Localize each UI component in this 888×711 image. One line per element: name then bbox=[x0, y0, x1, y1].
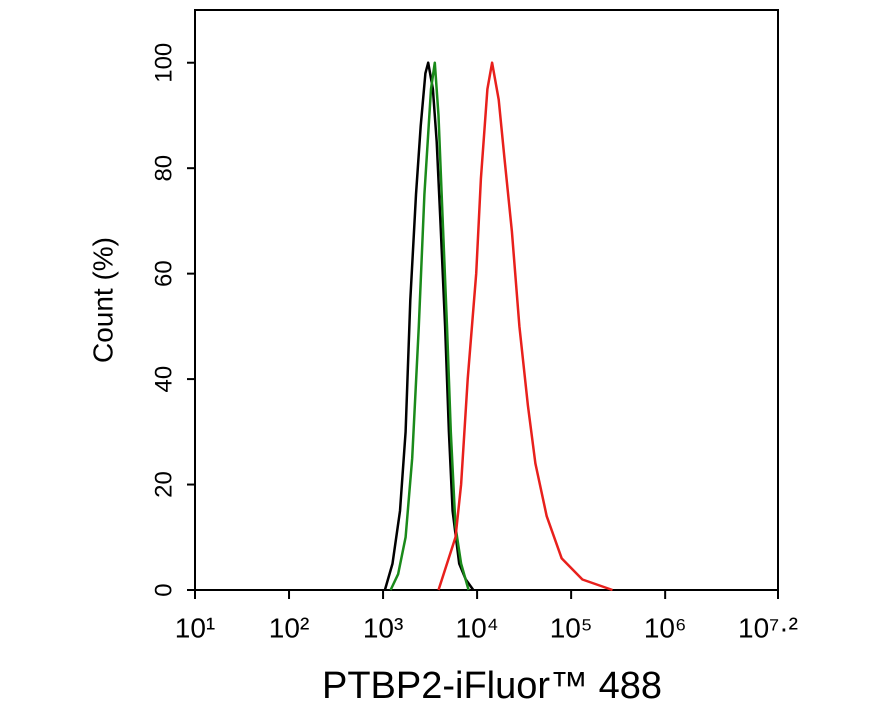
x-tick-label: 10¹ bbox=[175, 612, 215, 643]
histogram-line bbox=[389, 61, 470, 591]
y-tick-label: 0 bbox=[150, 583, 177, 596]
y-tick-label: 20 bbox=[150, 471, 177, 498]
histogram-line bbox=[437, 61, 613, 592]
y-tick-label: 80 bbox=[150, 155, 177, 182]
y-tick-label: 100 bbox=[150, 43, 177, 83]
histogram-line bbox=[383, 61, 475, 591]
plot-frame bbox=[194, 9, 779, 591]
x-tick-label: 10⁵ bbox=[550, 612, 593, 643]
x-tick-label: 10⁷·² bbox=[738, 612, 798, 643]
y-axis-label: Count (%) bbox=[87, 237, 118, 363]
y-tick-label: 60 bbox=[150, 260, 177, 287]
x-tick-label: 10³ bbox=[363, 612, 403, 643]
x-tick-label: 10² bbox=[269, 612, 309, 643]
x-axis-label: PTBP2-iFluor™ 488 bbox=[322, 665, 662, 707]
y-tick-label: 40 bbox=[150, 366, 177, 393]
x-tick-label: 10⁶ bbox=[644, 612, 687, 643]
x-tick-label: 10⁴ bbox=[456, 612, 499, 643]
